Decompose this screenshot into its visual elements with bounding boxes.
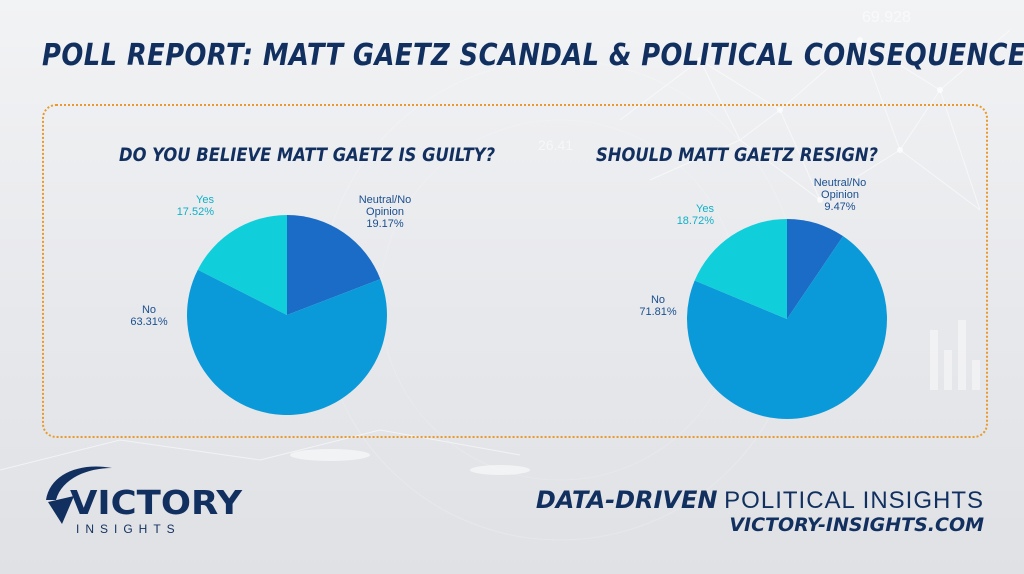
data-label-no: No 63.31%	[130, 304, 168, 328]
logo-wordmark: VICTORY	[70, 483, 243, 522]
logo-swoosh-icon	[46, 466, 112, 500]
pie-slice-neutral-no-opinion	[787, 219, 844, 319]
pie-slice-no	[186, 269, 387, 416]
logo-subtext: INSIGHTS	[76, 522, 181, 536]
pie-slice-neutral-no-opinion	[287, 215, 381, 315]
page-title: POLL REPORT: MATT GAETZ SCANDAL & POLITI…	[42, 38, 1024, 73]
website-url: VICTORY-INSIGHTS.COM	[729, 514, 984, 536]
pie-slice-yes	[694, 219, 787, 319]
tagline-light: POLITICAL INSIGHTS	[724, 487, 984, 514]
data-label-neutral-no-opinion: Neutral/No Opinion 9.47%	[814, 177, 867, 213]
pie-slice-no	[687, 236, 887, 420]
victory-insights-logo: VICTORY INSIGHTS	[46, 466, 243, 536]
data-label-yes: Yes 18.72%	[677, 203, 715, 227]
chart-title-resign: SHOULD MATT GAETZ RESIGN?	[596, 144, 879, 166]
charts-panel	[42, 104, 988, 438]
pie-slice-yes	[197, 215, 287, 315]
chart-title-guilty: DO YOU BELIEVE MATT GAETZ IS GUILTY?	[119, 144, 496, 166]
data-label-yes: Yes 17.52%	[177, 194, 215, 218]
data-label-no: No 71.81%	[639, 294, 677, 318]
tagline: DATA-DRIVEN POLITICAL INSIGHTS	[536, 486, 984, 515]
tagline-strong: DATA-DRIVEN	[535, 486, 718, 514]
data-label-neutral-no-opinion: Neutral/No Opinion 19.17%	[359, 194, 412, 230]
